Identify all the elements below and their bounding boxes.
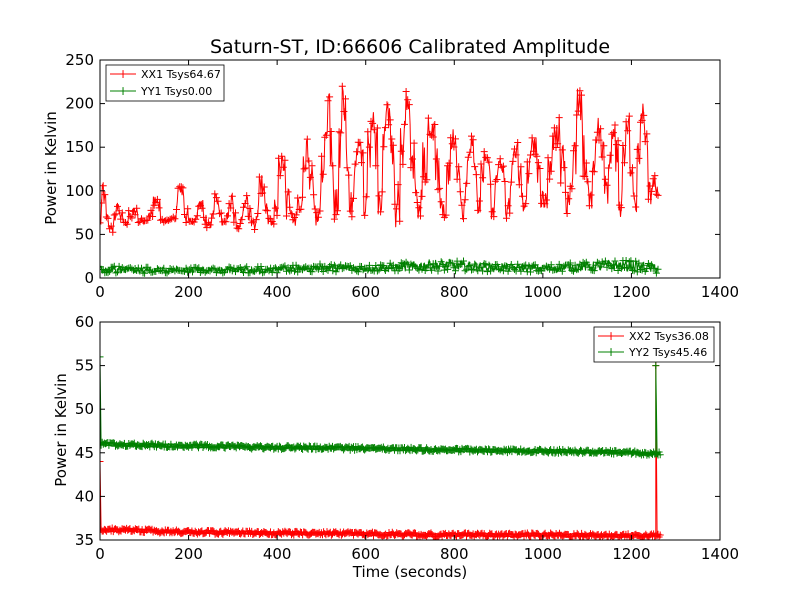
bottom-y-ticks: 35 40 45 50 55 60 bbox=[75, 313, 720, 549]
x-tick-label: 0 bbox=[95, 545, 105, 563]
series-markers bbox=[100, 353, 664, 459]
y-tick-label: 200 bbox=[65, 95, 94, 113]
series-yy1 bbox=[100, 257, 662, 277]
x-tick-label: 1200 bbox=[612, 545, 650, 563]
legend-marker-yy1: + bbox=[118, 84, 128, 98]
legend-marker-xx1: + bbox=[118, 67, 128, 81]
x-tick-label: 1400 bbox=[701, 545, 739, 563]
y-tick-label: 35 bbox=[75, 531, 94, 549]
bottom-axes-frame bbox=[99, 321, 721, 541]
x-tick-label: 800 bbox=[440, 545, 469, 563]
series-markers bbox=[100, 257, 662, 277]
legend-label-yy1: YY1 Tsys0.00 bbox=[140, 85, 212, 98]
x-tick-label: 1200 bbox=[612, 283, 650, 301]
x-tick-label: 1000 bbox=[524, 283, 562, 301]
bottom-legend-box bbox=[593, 326, 715, 363]
y-tick-label: 40 bbox=[75, 487, 94, 505]
top-axes-frame bbox=[99, 59, 721, 279]
plus-marker bbox=[100, 353, 664, 459]
plus-marker bbox=[100, 257, 662, 277]
y-tick-label: 55 bbox=[75, 357, 94, 375]
series-markers bbox=[100, 362, 664, 540]
chart-title: Saturn-ST, ID:66606 Calibrated Amplitude bbox=[210, 36, 610, 58]
legend-label-xx1: XX1 Tsys64.67 bbox=[141, 68, 221, 81]
series-yy2 bbox=[100, 353, 664, 459]
legend-marker-xx2: + bbox=[606, 329, 616, 343]
x-tick-label: 1000 bbox=[524, 545, 562, 563]
top-legend-box bbox=[105, 64, 225, 102]
x-tick-label: 600 bbox=[351, 283, 380, 301]
x-tick-label: 600 bbox=[351, 545, 380, 563]
bottom-x-ticks: 0 200 400 600 800 1000 1200 1400 bbox=[95, 322, 739, 563]
top-chart: Saturn-ST, ID:66606 Calibrated Amplitude… bbox=[42, 36, 739, 301]
y-tick-label: 45 bbox=[75, 444, 94, 462]
x-tick-label: 0 bbox=[95, 283, 105, 301]
bottom-y-axis-label: Power in Kelvin bbox=[52, 373, 70, 487]
y-tick-label: 100 bbox=[65, 182, 94, 200]
x-tick-label: 200 bbox=[174, 545, 203, 563]
y-tick-label: 0 bbox=[84, 269, 94, 287]
bottom-x-axis-label: Time (seconds) bbox=[352, 563, 468, 581]
x-tick-label: 800 bbox=[440, 283, 469, 301]
series-xx2 bbox=[100, 362, 664, 540]
x-tick-label: 1400 bbox=[701, 283, 739, 301]
top-y-axis-label: Power in Kelvin bbox=[42, 111, 60, 225]
legend-marker-yy2: + bbox=[606, 345, 616, 359]
x-tick-label: 400 bbox=[263, 283, 292, 301]
y-tick-label: 50 bbox=[75, 225, 94, 243]
x-tick-label: 200 bbox=[174, 283, 203, 301]
legend-label-yy2: YY2 Tsys45.46 bbox=[628, 346, 707, 359]
bottom-plot-area bbox=[100, 353, 664, 540]
y-tick-label: 150 bbox=[65, 138, 94, 156]
x-tick-label: 400 bbox=[263, 545, 292, 563]
plus-marker bbox=[100, 362, 664, 540]
y-tick-label: 50 bbox=[75, 400, 94, 418]
legend-label-xx2: XX2 Tsys36.08 bbox=[629, 330, 709, 343]
top-y-ticks: 0 50 100 150 200 250 bbox=[65, 51, 720, 287]
series-xx1 bbox=[100, 82, 662, 236]
y-tick-label: 60 bbox=[75, 313, 94, 331]
top-legend: + XX1 Tsys64.67 + YY1 Tsys0.00 bbox=[105, 64, 225, 102]
top-plot-area bbox=[100, 82, 662, 277]
top-x-ticks: 0 200 400 600 800 1000 1200 1400 bbox=[95, 60, 739, 301]
series-markers bbox=[100, 82, 662, 236]
plus-marker bbox=[100, 82, 662, 236]
y-tick-label: 250 bbox=[65, 51, 94, 69]
bottom-legend: + XX2 Tsys36.08 + YY2 Tsys45.46 bbox=[593, 326, 715, 363]
bottom-chart: Power in Kelvin Time (seconds) 0 200 400 60… bbox=[52, 313, 739, 581]
